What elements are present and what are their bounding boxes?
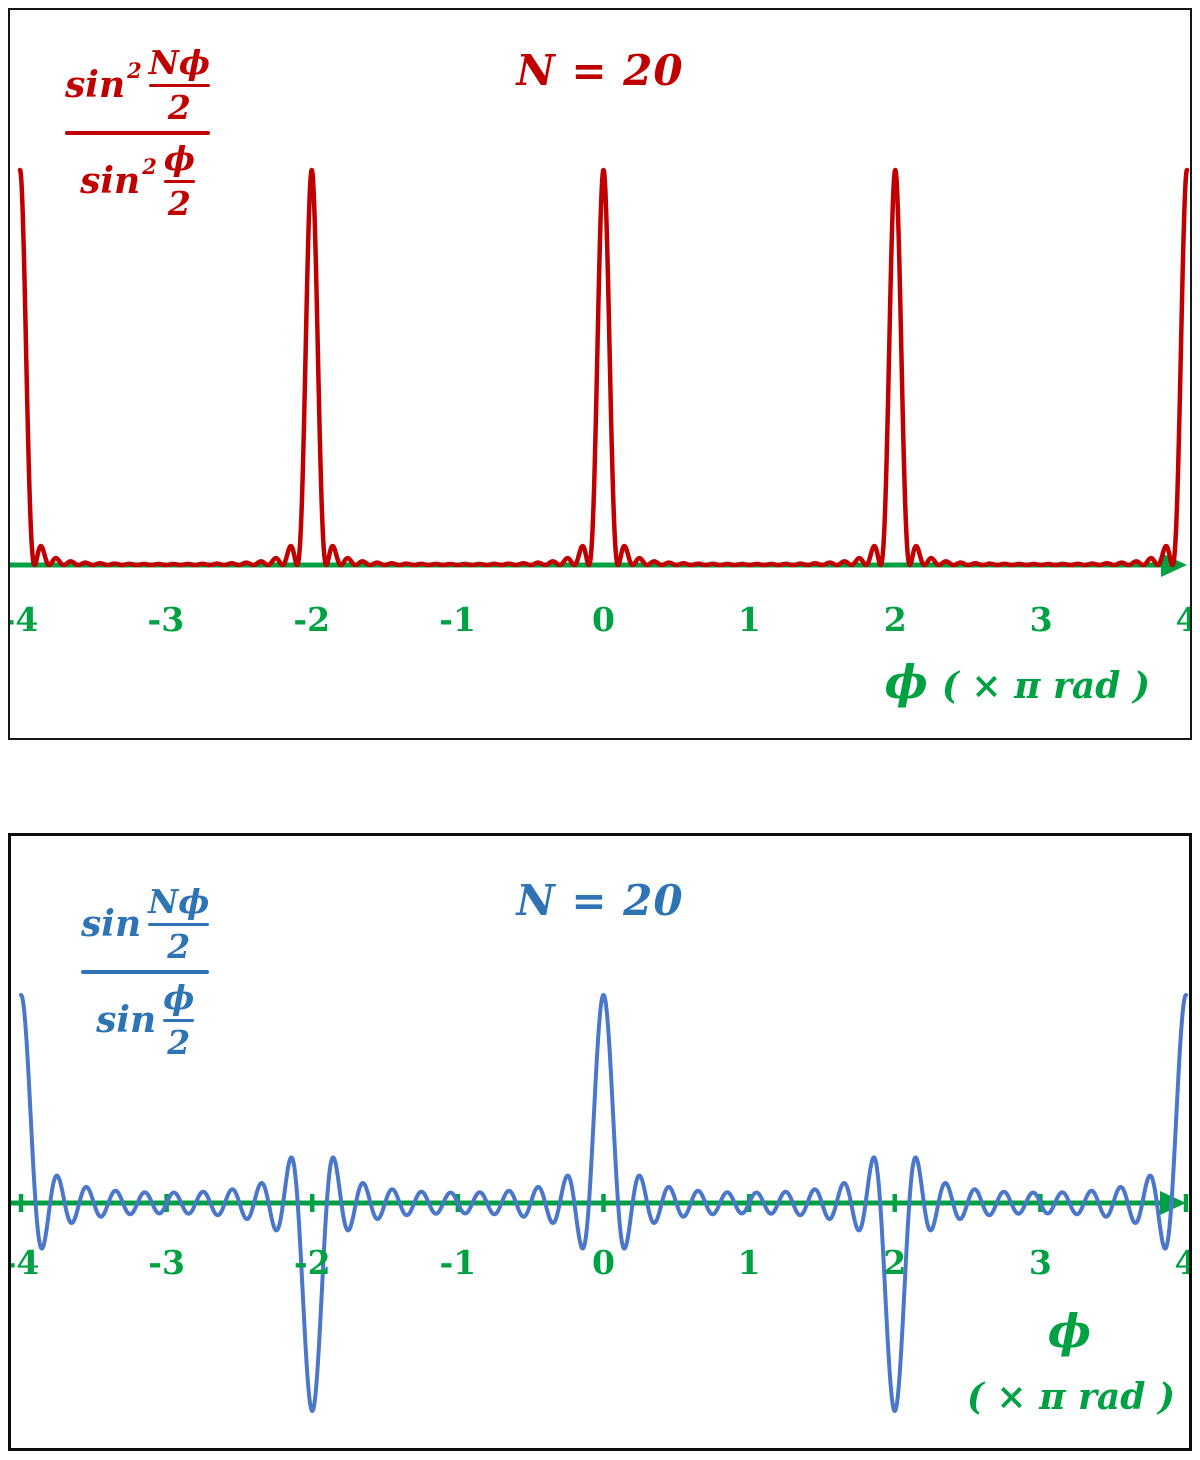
nphi-over-2-fraction: Nϕ 2 — [148, 43, 210, 127]
function-curve — [17, 167, 1190, 568]
fraction-bar — [163, 179, 195, 183]
two-text: 2 — [167, 87, 191, 127]
fraction-bar — [163, 1018, 195, 1022]
formula-denominator: sin 2 ϕ 2 — [80, 141, 195, 221]
amplitude-chart-panel: sin Nϕ 2 sin ϕ 2 N = 20 -4-3-2-101234 ϕ … — [8, 833, 1192, 1451]
sin-text: sin — [80, 160, 141, 203]
amplitude-chart — [11, 993, 1189, 1413]
phi-symbol: ϕ — [884, 655, 928, 709]
nphi-text: Nϕ — [148, 882, 210, 921]
formula-numerator: sin 2 Nϕ 2 — [65, 45, 210, 125]
chart-title: N = 20 — [516, 46, 684, 95]
exponent-2: 2 — [142, 153, 157, 179]
sin-text: sin — [81, 903, 142, 946]
nphi-text: Nϕ — [148, 43, 210, 82]
sin-text: sin — [96, 999, 157, 1042]
x-axis-units: ( × π rad ) — [966, 1376, 1175, 1418]
two-text: 2 — [167, 183, 191, 223]
exponent-2: 2 — [127, 57, 142, 83]
x-axis-label-units: ( × π rad ) — [967, 1376, 1175, 1418]
formula-sin-ratio: sin Nϕ 2 sin ϕ 2 — [81, 882, 210, 1062]
two-text: 2 — [167, 1022, 191, 1062]
x-axis-label-phi: ϕ — [1048, 1304, 1105, 1358]
phi-text: ϕ — [163, 139, 195, 179]
phi-over-2-fraction: ϕ 2 — [163, 978, 195, 1062]
phi-symbol: ϕ — [1047, 1304, 1091, 1358]
nphi-over-2-fraction: Nϕ 2 — [148, 882, 210, 966]
fraction-bar — [148, 922, 210, 926]
phi-over-2-fraction: ϕ 2 — [163, 139, 195, 223]
two-text: 2 — [167, 926, 191, 966]
x-axis-units: ( × π rad ) — [941, 665, 1150, 707]
x-axis-label: ϕ ( × π rad ) — [885, 655, 1151, 709]
formula-sin2-ratio: sin 2 Nϕ 2 sin 2 ϕ 2 — [65, 45, 210, 222]
formula-numerator: sin Nϕ 2 — [81, 882, 210, 966]
intensity-chart — [10, 167, 1190, 577]
sin-text: sin — [65, 64, 126, 107]
formula-denominator: sin ϕ 2 — [96, 978, 195, 1062]
function-curve — [19, 993, 1188, 1413]
fraction-bar — [148, 83, 210, 87]
phi-text: ϕ — [163, 978, 195, 1018]
main-fraction-bar — [81, 970, 210, 975]
chart-title: N = 20 — [516, 876, 684, 925]
main-fraction-bar — [65, 131, 210, 136]
